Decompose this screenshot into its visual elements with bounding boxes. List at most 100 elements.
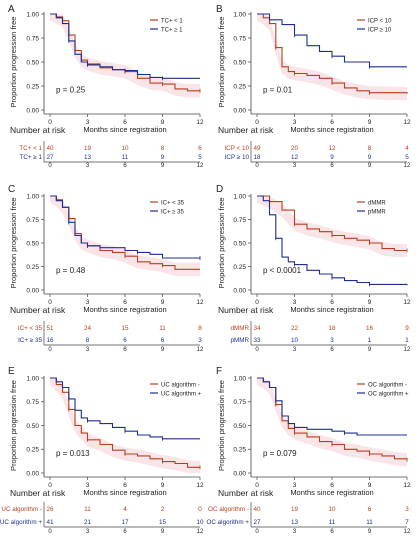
x-axis-label: Months since registration [290, 125, 373, 134]
panel-letter: A [8, 4, 15, 15]
risk-time-label: 3 [293, 529, 297, 535]
risk-row-label: UC algorithm - [1, 506, 42, 513]
risk-time-label: 6 [123, 163, 127, 169]
risk-value: 8 [198, 325, 202, 332]
risk-value: 1 [368, 337, 372, 344]
x-tick-label: 3 [293, 299, 297, 306]
y-tick-label: 0.25 [233, 447, 246, 454]
risk-value: 11 [329, 519, 336, 526]
panel-d: D Proportion progression free 0.00 0.25 0.50… [216, 184, 411, 353]
risk-time-label: 3 [86, 347, 90, 353]
x-tick-label: 3 [293, 482, 297, 489]
x-tick-label: 9 [161, 299, 165, 306]
x-tick-label: 9 [161, 482, 165, 489]
risk-time-label: 12 [197, 347, 204, 353]
risk-value: 33 [253, 337, 261, 344]
x-tick-label: 6 [330, 299, 334, 306]
risk-value: 26 [46, 506, 54, 513]
risk-time-label: 0 [255, 163, 259, 169]
km-curve-red [50, 377, 200, 468]
risk-value: 3 [330, 337, 334, 344]
x-tick-label: 6 [330, 119, 334, 126]
risk-value: 9 [161, 154, 165, 161]
y-tick-label: 0.00 [26, 287, 39, 294]
risk-value: 6 [161, 337, 165, 344]
y-tick-label: 0.50 [233, 59, 246, 66]
risk-value: 6 [123, 337, 127, 344]
km-curve-blue [257, 13, 407, 68]
x-tick-label: 6 [330, 482, 334, 489]
legend-label: UC algorithm + [161, 391, 202, 397]
x-tick-label: 0 [48, 482, 52, 489]
legend-label: IC+ < 35 [161, 200, 185, 206]
y-axis-label: Proportion progression free [217, 380, 226, 471]
confidence-band [50, 196, 200, 276]
legend-label: IC+ ≥ 35 [161, 209, 184, 215]
risk-row-label: TC+ < 1 [19, 145, 42, 152]
x-tick-label: 3 [86, 299, 90, 306]
y-axis-label: Proportion progression free [9, 380, 18, 471]
y-axis-label: Proportion progression free [217, 17, 226, 108]
risk-value: 7 [405, 519, 409, 526]
risk-value: 27 [253, 519, 261, 526]
x-tick-label: 12 [403, 119, 411, 126]
risk-value: 27 [46, 154, 54, 161]
y-axis-label: Proportion progression free [9, 198, 18, 289]
risk-time-label: 12 [404, 163, 411, 169]
y-tick-label: 0.75 [233, 399, 246, 406]
legend-label: ICP < 10 [368, 18, 392, 24]
p-value: p = 0.013 [56, 449, 90, 458]
risk-value: 1 [405, 337, 409, 344]
x-tick-label: 9 [161, 119, 165, 126]
risk-time-label: 0 [255, 529, 259, 535]
km-curve-red [257, 13, 408, 94]
risk-value: 40 [253, 506, 261, 513]
risk-time-label: 9 [161, 347, 165, 353]
x-tick-label: 12 [403, 299, 411, 306]
y-tick-label: 0.25 [26, 83, 39, 90]
x-tick-label: 0 [255, 299, 259, 306]
risk-value: 0 [198, 506, 202, 513]
y-tick-label: 1.00 [233, 11, 246, 18]
risk-value: 9 [405, 325, 409, 332]
y-tick-label: 0.50 [26, 240, 39, 247]
panel-letter: D [216, 184, 223, 195]
risk-value: 11 [366, 519, 373, 526]
risk-value: 9 [330, 154, 334, 161]
risk-time-label: 12 [197, 163, 204, 169]
panel-letter: C [8, 184, 15, 195]
risk-value: 20 [291, 145, 299, 152]
risk-time-label: 0 [48, 529, 52, 535]
risk-row-label: OC algorithm + [206, 519, 249, 526]
y-tick-label: 0.75 [233, 35, 246, 42]
risk-value: 6 [198, 145, 202, 152]
panel-f: F Proportion progression free 0.00 0.25 0.50… [206, 366, 411, 535]
risk-value: 18 [328, 325, 336, 332]
p-value: p = 0.079 [263, 449, 297, 458]
risk-table-title: Number at risk [218, 125, 274, 135]
x-tick-label: 0 [255, 482, 259, 489]
x-tick-label: 12 [403, 482, 411, 489]
y-axis-label: Proportion progression free [9, 17, 18, 108]
risk-value: 10 [328, 506, 336, 513]
km-curve-blue [50, 13, 200, 79]
risk-value: 49 [253, 145, 261, 152]
risk-row-label: dMMR [230, 325, 249, 332]
risk-time-label: 9 [161, 529, 165, 535]
km-curve-red [50, 13, 200, 92]
risk-value: 8 [86, 337, 90, 344]
risk-value: 10 [291, 337, 299, 344]
x-axis-label: Months since registration [83, 488, 166, 497]
x-tick-label: 9 [368, 299, 372, 306]
risk-time-label: 3 [86, 529, 90, 535]
risk-time-label: 6 [330, 529, 334, 535]
risk-value: 12 [291, 154, 299, 161]
risk-value: 6 [368, 506, 372, 513]
y-tick-label: 1.00 [26, 375, 39, 382]
risk-time-label: 9 [368, 163, 372, 169]
risk-table-title: Number at risk [218, 488, 274, 498]
p-value: p < 0.0001 [263, 266, 302, 275]
risk-value: 51 [46, 325, 54, 332]
x-tick-label: 12 [196, 119, 204, 126]
x-tick-label: 9 [368, 482, 372, 489]
